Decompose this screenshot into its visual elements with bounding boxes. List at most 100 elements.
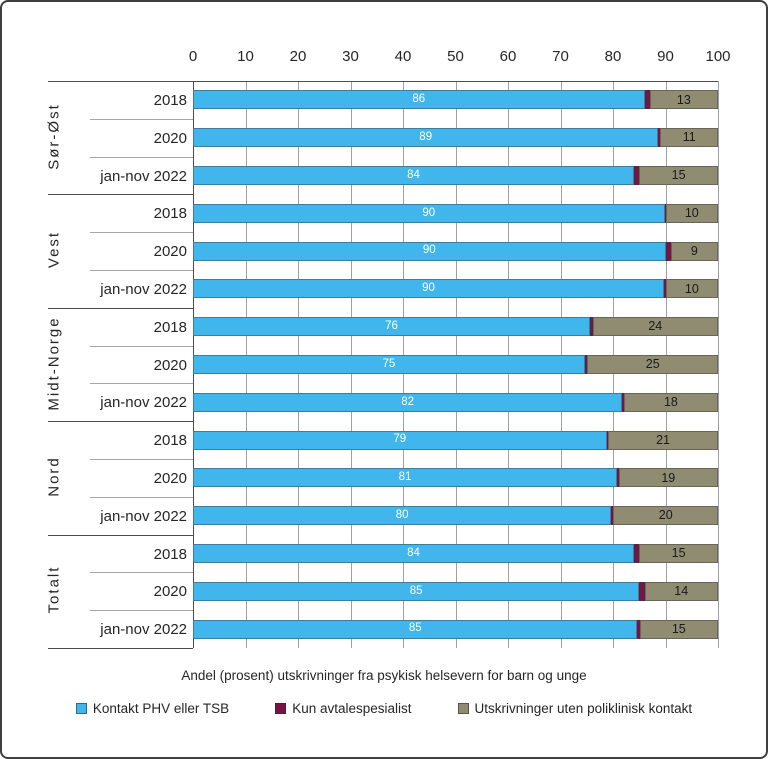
axis-tick-label: 20 bbox=[289, 48, 307, 65]
bar-segment-kun bbox=[584, 355, 588, 374]
group-separator-line bbox=[48, 648, 193, 649]
bar-row: 84 15 bbox=[193, 166, 718, 185]
year-label: 2018 bbox=[153, 318, 187, 336]
year-separator-line bbox=[90, 496, 193, 498]
axis-tick-label: 60 bbox=[499, 48, 517, 65]
bar-value-kontakt: 79 bbox=[393, 433, 407, 446]
year-label: 2018 bbox=[153, 205, 187, 223]
bar-segment-uten: 13 bbox=[649, 90, 718, 110]
bar-segment-kun bbox=[664, 203, 666, 223]
bar-segment-kun bbox=[664, 279, 666, 299]
bar-value-kontakt: 84 bbox=[407, 546, 420, 559]
bar-row: 84 15 bbox=[193, 544, 718, 563]
group-separator-line bbox=[48, 534, 193, 536]
year-separator-line bbox=[90, 270, 193, 271]
bar-value-uten: 21 bbox=[656, 432, 670, 447]
legend-uten-label: Utskrivninger uten poliklinisk kontakt bbox=[474, 701, 693, 716]
bar-segment-uten: 10 bbox=[665, 279, 718, 299]
bar-segment-uten: 25 bbox=[587, 355, 718, 374]
bar-value-kontakt: 76 bbox=[385, 319, 398, 332]
bar-value-kontakt: 86 bbox=[412, 93, 426, 106]
bar-segment-kontakt: 89 bbox=[193, 128, 659, 148]
bar-segment-kontakt: 82 bbox=[193, 392, 623, 412]
bar-value-kontakt: 89 bbox=[419, 130, 433, 143]
year-label: 2018 bbox=[153, 432, 187, 450]
axis-tick-label: 90 bbox=[657, 48, 674, 65]
legend-kontakt-label: Kontakt PHV eller TSB bbox=[92, 701, 230, 716]
bar-segment-kontakt: 90 bbox=[193, 241, 666, 261]
region-label: Vest bbox=[45, 231, 63, 269]
bar-value-kontakt: 82 bbox=[401, 395, 414, 408]
bar-value-kontakt: 90 bbox=[422, 206, 436, 219]
bar-row: 86 13 bbox=[193, 90, 718, 110]
bar-segment-kontakt: 80 bbox=[193, 506, 612, 526]
bar-value-uten: 15 bbox=[671, 546, 686, 561]
axis-tick-label: 80 bbox=[604, 48, 622, 65]
bar-segment-kun bbox=[616, 468, 619, 488]
bar-row: 85 14 bbox=[193, 581, 718, 601]
bar-segment-uten: 9 bbox=[670, 241, 718, 261]
year-separator-line bbox=[90, 232, 193, 234]
group-separator-line bbox=[48, 421, 193, 423]
group-separator-line bbox=[48, 307, 193, 309]
year-separator-line bbox=[90, 383, 193, 385]
bar-segment-kontakt: 86 bbox=[193, 90, 645, 110]
year-label: 2018 bbox=[153, 545, 187, 563]
axis-tick-label: 40 bbox=[394, 48, 412, 65]
axis-tick-label: 10 bbox=[237, 48, 254, 65]
bar-segment-kontakt: 84 bbox=[193, 166, 634, 185]
bar-segment-kun bbox=[637, 619, 640, 639]
year-separator-line bbox=[90, 459, 193, 460]
bar-value-kontakt: 81 bbox=[398, 471, 412, 484]
year-separator-line bbox=[90, 118, 193, 120]
year-label: jan-nov 2022 bbox=[100, 507, 187, 525]
bar-segment-kun bbox=[590, 317, 593, 337]
axis-tick-label: 30 bbox=[342, 48, 359, 65]
bar-row: 90 10 bbox=[193, 279, 718, 299]
bar-value-uten: 24 bbox=[648, 319, 663, 334]
region-label: Nord bbox=[45, 456, 63, 497]
bar-value-uten: 15 bbox=[671, 621, 686, 636]
legend: Kontakt PHV eller TSB Kun avtalespesialis… bbox=[2, 701, 766, 716]
bar-value-uten: 9 bbox=[690, 243, 698, 258]
year-separator-line bbox=[90, 572, 193, 574]
region-label: Midt-Norge bbox=[45, 315, 63, 411]
bar-segment-kun bbox=[665, 241, 671, 261]
bar-row: 81 19 bbox=[193, 468, 718, 488]
bar-row: 76 24 bbox=[193, 317, 718, 337]
axis-tick-label: 50 bbox=[447, 48, 464, 65]
year-label: 2018 bbox=[153, 91, 187, 109]
year-separator-line bbox=[90, 345, 193, 347]
bar-segment-kontakt: 81 bbox=[193, 468, 617, 488]
bar-segment-kun bbox=[611, 506, 614, 526]
legend-kun: Kun avtalespesialist bbox=[275, 701, 412, 716]
bar-segment-kontakt: 90 bbox=[193, 279, 665, 299]
bar-value-uten: 11 bbox=[682, 130, 696, 145]
bar-segment-kontakt: 79 bbox=[193, 430, 607, 450]
year-separator-line bbox=[90, 610, 193, 612]
year-label: jan-nov 2022 bbox=[100, 280, 187, 298]
bar-value-uten: 25 bbox=[645, 357, 660, 372]
bar-row: 89 11 bbox=[193, 128, 718, 148]
bar-segment-kontakt: 85 bbox=[193, 581, 640, 601]
year-label: jan-nov 2022 bbox=[100, 167, 187, 185]
bar-value-kontakt: 90 bbox=[422, 244, 436, 257]
bar-row: 75 25 bbox=[193, 355, 718, 374]
bar-row: 79 21 bbox=[193, 430, 718, 450]
bar-value-uten: 15 bbox=[671, 168, 686, 183]
bar-segment-uten: 15 bbox=[639, 166, 718, 185]
bar-value-uten: 18 bbox=[663, 395, 678, 410]
bar-segment-uten: 15 bbox=[639, 619, 718, 639]
bar-segment-kontakt: 90 bbox=[193, 203, 665, 223]
axis-tick-label: 100 bbox=[705, 48, 731, 65]
bar-value-uten: 10 bbox=[684, 206, 699, 221]
legend-uten: Utskrivninger uten poliklinisk kontakt bbox=[457, 701, 693, 716]
legend-uten-swatch bbox=[457, 703, 469, 714]
region-label: Sør-Øst bbox=[45, 102, 63, 170]
legend-kun-label: Kun avtalespesialist bbox=[292, 701, 412, 716]
bar-segment-uten: 24 bbox=[592, 317, 718, 337]
bar-value-kontakt: 75 bbox=[382, 357, 396, 370]
bar-segment-uten: 15 bbox=[639, 544, 718, 563]
bar-row: 90 10 bbox=[193, 203, 719, 223]
